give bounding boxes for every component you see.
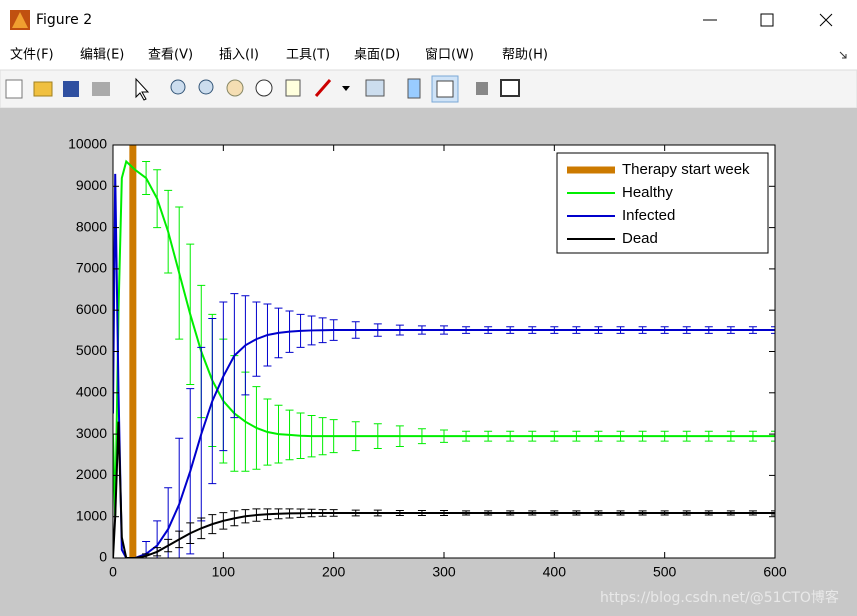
menu-bar xyxy=(0,40,857,70)
menu-item[interactable]: 插入(I) xyxy=(219,48,259,63)
title-bar xyxy=(0,0,857,40)
menu-item[interactable]: 工具(T) xyxy=(286,48,330,63)
toolbar-buttons xyxy=(5,75,520,103)
print-button[interactable] xyxy=(92,82,110,96)
hide-tools-button[interactable] xyxy=(476,82,488,95)
series-line xyxy=(113,173,775,558)
y-tick-label: 10000 xyxy=(68,136,107,152)
window-title: Figure 2 xyxy=(36,12,92,28)
app-icon-shape xyxy=(12,12,28,28)
save-button[interactable] xyxy=(63,81,79,97)
x-tick-label: 600 xyxy=(763,564,787,580)
menu-item[interactable]: 编辑(E) xyxy=(80,48,124,63)
x-tick-label: 300 xyxy=(432,564,456,580)
colorbar-button[interactable] xyxy=(407,78,421,99)
zoom-out-button[interactable] xyxy=(198,79,214,95)
legend-label: Therapy start week xyxy=(622,161,750,178)
error-bar xyxy=(771,430,775,442)
brush-button[interactable] xyxy=(314,79,332,97)
menu-item[interactable]: 桌面(D) xyxy=(354,48,400,63)
menu-item[interactable]: 查看(V) xyxy=(148,47,193,63)
series-line xyxy=(113,421,775,558)
x-tick-label: 0 xyxy=(109,564,117,580)
menu-item[interactable]: 帮助(H) xyxy=(502,48,548,63)
legend-label: Dead xyxy=(622,230,658,247)
x-tick-label: 200 xyxy=(322,564,346,580)
open-button[interactable] xyxy=(33,81,53,97)
legend-label: Healthy xyxy=(622,184,673,201)
zoom-in-button[interactable] xyxy=(170,79,186,95)
series-line xyxy=(113,159,775,517)
y-tick-label: 0 xyxy=(99,549,107,565)
watermark: https://blog.csdn.net/@51CTO博客 xyxy=(600,589,839,606)
menu-item[interactable]: 文件(F) xyxy=(10,48,54,63)
datacursor-button[interactable] xyxy=(285,79,301,97)
y-tick-label: 3000 xyxy=(76,425,107,441)
y-tick-label: 1000 xyxy=(76,507,107,523)
error-bar xyxy=(771,510,775,516)
link-button[interactable] xyxy=(365,79,385,97)
y-tick-label: 7000 xyxy=(76,260,107,276)
show-tools-button[interactable] xyxy=(500,79,520,97)
x-tick-label: 400 xyxy=(543,564,567,580)
plot-content xyxy=(113,145,775,558)
x-tick-label: 100 xyxy=(212,564,236,580)
menu-item[interactable]: 窗口(W) xyxy=(425,47,474,63)
maximize-button[interactable] xyxy=(760,13,774,27)
toolbar xyxy=(0,69,857,109)
y-tick-label: 9000 xyxy=(76,177,107,193)
menu-arrow[interactable] xyxy=(839,51,847,59)
error-bar xyxy=(771,326,775,334)
y-tick-label: 2000 xyxy=(76,466,107,482)
x-tick-label: 500 xyxy=(653,564,677,580)
legend-label: Infected xyxy=(622,207,675,224)
rotate-button[interactable] xyxy=(255,79,273,97)
close-button[interactable] xyxy=(819,13,833,27)
y-tick-label: 5000 xyxy=(76,342,107,358)
y-tick-label: 4000 xyxy=(76,384,107,400)
y-tick-label: 6000 xyxy=(76,301,107,317)
pan-button[interactable] xyxy=(226,79,244,97)
select-button[interactable] xyxy=(135,77,150,101)
brush-menu[interactable] xyxy=(342,86,350,91)
y-tick-label: 8000 xyxy=(76,218,107,234)
legend-icon xyxy=(436,80,454,98)
new-button[interactable] xyxy=(5,79,23,99)
